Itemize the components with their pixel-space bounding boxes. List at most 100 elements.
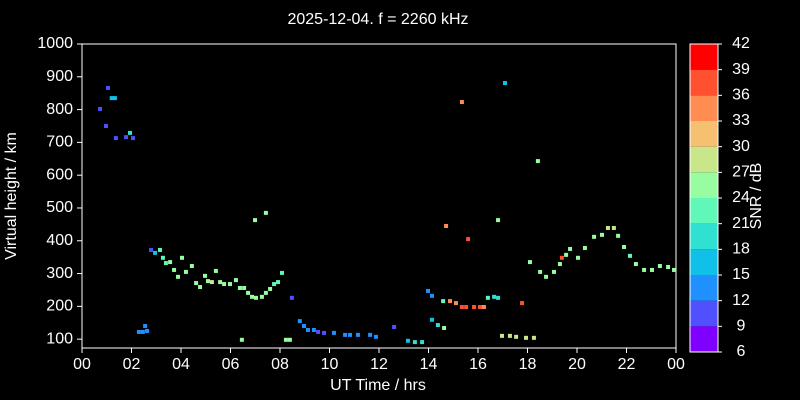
colorbar-segment: [690, 275, 718, 301]
colorbar-tick-label: 9: [737, 318, 746, 335]
x-tick-label: 14: [420, 356, 438, 373]
point: [209, 280, 214, 285]
point: [514, 334, 519, 339]
point: [538, 269, 543, 274]
x-tick-label: 12: [370, 356, 388, 373]
point: [268, 286, 273, 291]
point: [355, 332, 360, 337]
point: [405, 338, 410, 343]
point: [105, 85, 110, 90]
x-tick-label: 02: [123, 356, 141, 373]
point: [459, 305, 464, 310]
point: [246, 290, 251, 295]
point: [145, 328, 150, 333]
point: [109, 96, 114, 101]
point: [666, 264, 671, 269]
y-tick-label: 100: [46, 330, 73, 347]
point: [136, 329, 141, 334]
point: [605, 225, 610, 230]
point: [183, 269, 188, 274]
x-axis-label: UT Time / hrs: [330, 377, 426, 394]
point: [112, 96, 117, 101]
y-tick-label: 600: [46, 166, 73, 183]
point: [263, 290, 268, 295]
point: [633, 262, 638, 267]
colorbar-tick-label: 30: [732, 138, 750, 155]
point: [316, 329, 321, 334]
point: [477, 305, 482, 310]
point: [448, 299, 453, 304]
point: [228, 282, 233, 287]
point: [205, 279, 210, 284]
point: [222, 282, 227, 287]
colorbar-label: SNR / dB: [748, 163, 765, 230]
point: [124, 135, 129, 140]
point: [128, 130, 133, 135]
chart-title: 2025-12-04. f = 2260 kHz: [287, 11, 468, 28]
colorbar-tick-label: 12: [732, 292, 750, 309]
point: [535, 159, 540, 164]
point: [420, 340, 425, 345]
point: [453, 301, 458, 306]
point: [253, 295, 258, 300]
point: [582, 245, 587, 250]
point: [464, 305, 469, 310]
point: [343, 332, 348, 337]
point: [168, 260, 173, 265]
point: [297, 319, 302, 324]
point: [527, 260, 532, 265]
point: [642, 267, 647, 272]
colorbar-tick-label: 24: [732, 189, 750, 206]
x-tick-label: 20: [568, 356, 586, 373]
point: [627, 253, 632, 258]
y-tick-label: 900: [46, 68, 73, 85]
point: [374, 334, 379, 339]
colorbar-segment: [690, 300, 718, 327]
y-axis-label: Virtual height / km: [3, 132, 20, 260]
point: [194, 281, 199, 286]
point: [472, 305, 477, 310]
colorbar-segment: [690, 44, 718, 70]
point: [496, 295, 501, 300]
point: [331, 330, 336, 335]
colorbar-tick-label: 27: [732, 164, 750, 181]
x-tick-label: 00: [667, 356, 685, 373]
point: [348, 332, 353, 337]
x-tick-label: 22: [618, 356, 636, 373]
point: [649, 267, 654, 272]
point: [524, 335, 529, 340]
colorbar-tick-label: 6: [737, 343, 746, 360]
y-tick-label: 800: [46, 101, 73, 118]
y-tick-label: 400: [46, 232, 73, 249]
point: [531, 335, 536, 340]
point: [500, 333, 505, 338]
point: [279, 270, 284, 275]
point: [444, 224, 449, 229]
point: [599, 232, 604, 237]
point: [492, 294, 497, 299]
point: [544, 274, 549, 279]
point: [502, 81, 507, 86]
x-tick-label: 06: [222, 356, 240, 373]
point: [143, 324, 148, 329]
colorbar-segment: [690, 198, 718, 224]
point: [179, 255, 184, 260]
colorbar-segment: [690, 95, 718, 121]
point: [289, 295, 294, 300]
colorbar-segment: [690, 326, 718, 352]
point: [157, 247, 162, 252]
x-tick-label: 16: [469, 356, 487, 373]
y-tick-label: 200: [46, 298, 73, 315]
point: [213, 268, 218, 273]
colorbar-segment: [690, 146, 718, 173]
point: [485, 295, 490, 300]
point: [160, 255, 165, 260]
point: [140, 329, 145, 334]
colorbar-tick-label: 15: [732, 266, 750, 283]
point: [287, 337, 292, 342]
point: [305, 327, 310, 332]
colorbar-tick-label: 21: [732, 215, 750, 232]
